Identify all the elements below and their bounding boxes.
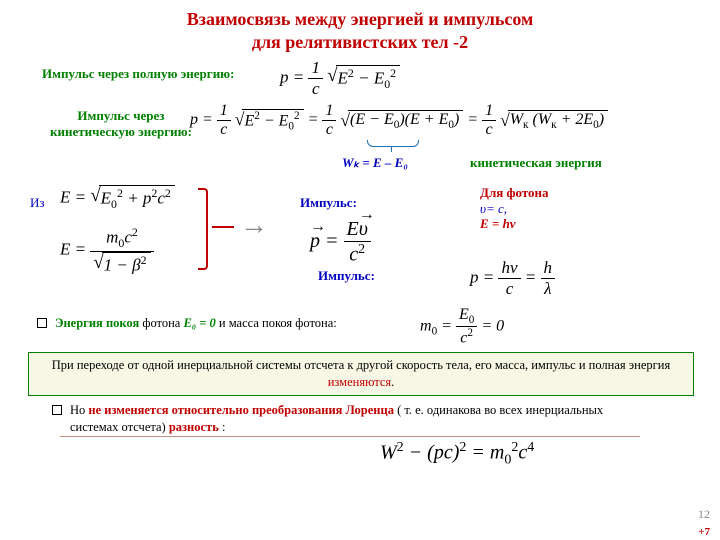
title-l1: Взаимосвязь между энергией и импульсом — [187, 9, 534, 29]
b1-t3: и масса покоя фотона: — [216, 316, 337, 330]
eq-E-sqrt: E = E02 + p2c2 — [60, 185, 175, 212]
f3n: 1 — [482, 102, 496, 121]
eq-invariant: W2 − (pc)2 = m02c4 — [380, 440, 534, 469]
note-text-2: . — [391, 375, 394, 389]
brace-tick — [391, 146, 392, 152]
label-impulse-1: Импульс: — [300, 195, 357, 211]
sym-p: p — [280, 67, 289, 86]
page-title: Взаимосвязь между энергией и импульсом д… — [0, 8, 720, 53]
b2-t1: Но — [70, 403, 88, 417]
eq-p-via-E: p = 1c E2 − E02 — [280, 58, 400, 99]
photon-E: E = hν — [480, 216, 516, 231]
f2d: c — [322, 121, 336, 139]
page-note: +7 — [698, 526, 710, 538]
f1n: 1 — [217, 102, 231, 121]
label-kinetic: кинетическая энергия — [470, 155, 602, 171]
photon-v: υ= c, — [480, 201, 507, 216]
num-1: 1 — [308, 58, 323, 79]
bullet-rest-energy: Энергия покоя фотона E₀ = 0 и масса поко… — [55, 315, 395, 332]
label-from: Из — [30, 195, 45, 211]
note-box: При переходе от одной инерциальной систе… — [28, 352, 694, 396]
label-p-via-E: Импульс через полную энергию: — [42, 66, 234, 82]
title-l2: для релятивистских тел -2 — [252, 32, 468, 52]
note-text-em: изменяются — [328, 375, 391, 389]
f1d: c — [217, 121, 231, 139]
sym-p2: p — [190, 111, 198, 128]
f3d: c — [482, 121, 496, 139]
dash-icon — [212, 226, 234, 228]
bracket-icon — [198, 188, 208, 270]
label-photon: Для фотона υ= c, E = hν — [480, 185, 549, 232]
b2-b2: разность — [169, 420, 219, 434]
b1-t2: фотона — [139, 316, 183, 330]
label-Wk: Wₖ = E – E₀ — [342, 155, 408, 171]
b1-em: E₀ = 0 — [183, 316, 215, 330]
photon-head: Для фотона — [480, 185, 549, 200]
lbl-pK-1: Импульс через — [77, 108, 164, 123]
arrow-icon — [240, 210, 268, 242]
page-number: 12 — [698, 507, 710, 522]
eq-p-via-K: p = 1c E2 − E02 = 1c (E − E0)(E + E0) = … — [190, 102, 608, 139]
eq-p-photon: p = hνc = hλ — [470, 258, 555, 299]
eq-E-m: E = m0c21 − β2 — [60, 225, 154, 276]
f2n: 1 — [322, 102, 336, 121]
b1-t1: Энергия покоя — [55, 316, 139, 330]
label-impulse-2: Импульс: — [318, 268, 375, 284]
b2-b1: не изменяется относительно преобразовани… — [88, 403, 394, 417]
lbl-pK-2: кинетическую энергию: — [50, 124, 192, 139]
b2-t3: : — [219, 420, 226, 434]
den-c: c — [308, 79, 323, 99]
label-p-via-K: Импульс через кинетическую энергию: — [50, 108, 192, 139]
brace-icon — [367, 140, 419, 147]
eq-m0: m0 = E0c2 = 0 — [420, 306, 504, 348]
slide: { "title": { "line1": "Взаимосвязь между… — [0, 0, 720, 540]
underline-rule — [60, 436, 640, 437]
note-text-1: При переходе от одной инерциальной систе… — [52, 358, 670, 372]
eq-p-vec: p = Eυc2 — [310, 218, 371, 267]
bullet-lorentz: Но не изменяется относительно преобразов… — [70, 402, 630, 436]
